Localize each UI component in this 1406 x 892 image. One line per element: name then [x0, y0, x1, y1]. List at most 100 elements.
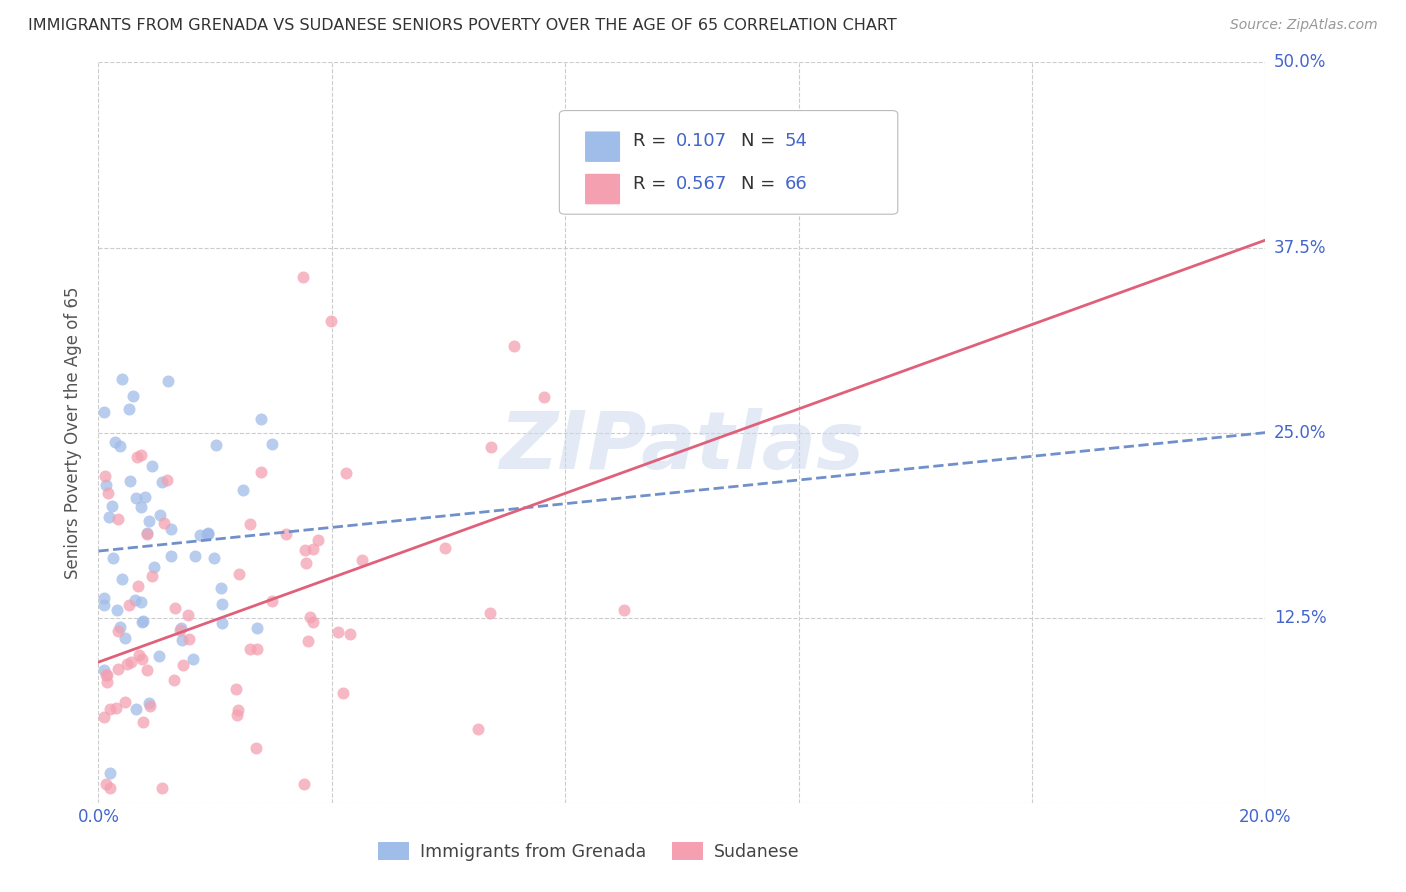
Point — [96, 675, 118, 690]
Point — [249, 465, 271, 479]
Point — [110, 620, 132, 634]
Legend: Immigrants from Grenada, Sudanese: Immigrants from Grenada, Sudanese — [371, 836, 806, 868]
Text: 25.0%: 25.0% — [1274, 424, 1326, 442]
Point — [291, 270, 314, 285]
Point — [232, 483, 254, 497]
Point — [107, 512, 129, 526]
Point — [105, 603, 128, 617]
Point — [125, 491, 148, 505]
Point — [94, 478, 117, 492]
Point — [160, 549, 183, 563]
Point — [149, 508, 172, 522]
Point — [131, 714, 153, 729]
Text: 66: 66 — [785, 175, 807, 193]
Point — [111, 572, 134, 586]
Point — [125, 450, 148, 464]
Point — [93, 598, 115, 612]
Point — [93, 591, 115, 606]
Point — [205, 437, 228, 451]
Point — [98, 701, 121, 715]
Point — [141, 459, 163, 474]
Point — [339, 627, 361, 641]
Point — [107, 624, 129, 638]
Point — [245, 741, 267, 756]
Point — [479, 440, 502, 454]
Point — [228, 567, 250, 582]
Point — [98, 766, 121, 780]
Point — [197, 526, 219, 541]
Point — [297, 633, 319, 648]
Point — [211, 615, 233, 630]
Point — [143, 560, 166, 574]
Point — [138, 697, 160, 711]
Point — [177, 632, 200, 646]
Point — [150, 780, 173, 795]
Point — [262, 437, 284, 451]
Point — [97, 486, 120, 500]
Point — [128, 648, 150, 662]
Point — [94, 668, 117, 682]
Point — [226, 708, 249, 723]
Point — [108, 439, 131, 453]
Point — [124, 593, 146, 607]
Point — [225, 682, 247, 697]
Text: 0.107: 0.107 — [676, 132, 727, 150]
Point — [612, 603, 634, 617]
Point — [301, 615, 323, 630]
Point — [122, 388, 145, 402]
Point — [328, 625, 350, 640]
Point — [245, 621, 267, 635]
Point — [335, 466, 357, 480]
Point — [101, 550, 124, 565]
Text: N =: N = — [741, 175, 782, 193]
Point — [134, 490, 156, 504]
Point — [98, 509, 121, 524]
Point — [181, 652, 204, 666]
Point — [129, 500, 152, 514]
Point — [114, 695, 136, 709]
Point — [197, 526, 219, 541]
Point — [93, 405, 115, 419]
Text: Source: ZipAtlas.com: Source: ZipAtlas.com — [1230, 18, 1378, 32]
Point — [132, 614, 155, 628]
Point — [177, 608, 200, 623]
Point — [202, 550, 225, 565]
Text: R =: R = — [633, 175, 672, 193]
Point — [96, 777, 118, 791]
Point — [115, 657, 138, 672]
Point — [188, 528, 211, 542]
Point — [503, 339, 526, 353]
Point — [118, 598, 141, 612]
Point — [302, 541, 325, 556]
Point — [114, 631, 136, 645]
Point — [131, 615, 153, 630]
Point — [104, 434, 127, 449]
Point — [170, 621, 193, 635]
Point — [228, 703, 250, 717]
Text: 37.5%: 37.5% — [1274, 238, 1326, 257]
Text: IMMIGRANTS FROM GRENADA VS SUDANESE SENIORS POVERTY OVER THE AGE OF 65 CORRELATI: IMMIGRANTS FROM GRENADA VS SUDANESE SENI… — [28, 18, 897, 33]
Text: 54: 54 — [785, 132, 807, 150]
Point — [352, 553, 374, 567]
Point — [93, 709, 115, 723]
Point — [239, 517, 262, 532]
Point — [139, 698, 162, 713]
Point — [148, 649, 170, 664]
Point — [308, 533, 330, 547]
Point — [153, 516, 176, 531]
Point — [295, 556, 318, 570]
Y-axis label: Seniors Poverty Over the Age of 65: Seniors Poverty Over the Age of 65 — [65, 286, 83, 579]
Point — [98, 780, 121, 795]
Point — [163, 673, 186, 688]
Point — [127, 578, 149, 592]
Point — [195, 527, 218, 541]
Point — [136, 663, 159, 677]
Point — [129, 448, 152, 462]
Point — [93, 663, 115, 677]
Point — [156, 473, 179, 487]
Point — [294, 543, 316, 558]
FancyBboxPatch shape — [585, 174, 620, 204]
Text: ZIPatlas: ZIPatlas — [499, 409, 865, 486]
Point — [292, 776, 315, 790]
Point — [169, 624, 191, 638]
